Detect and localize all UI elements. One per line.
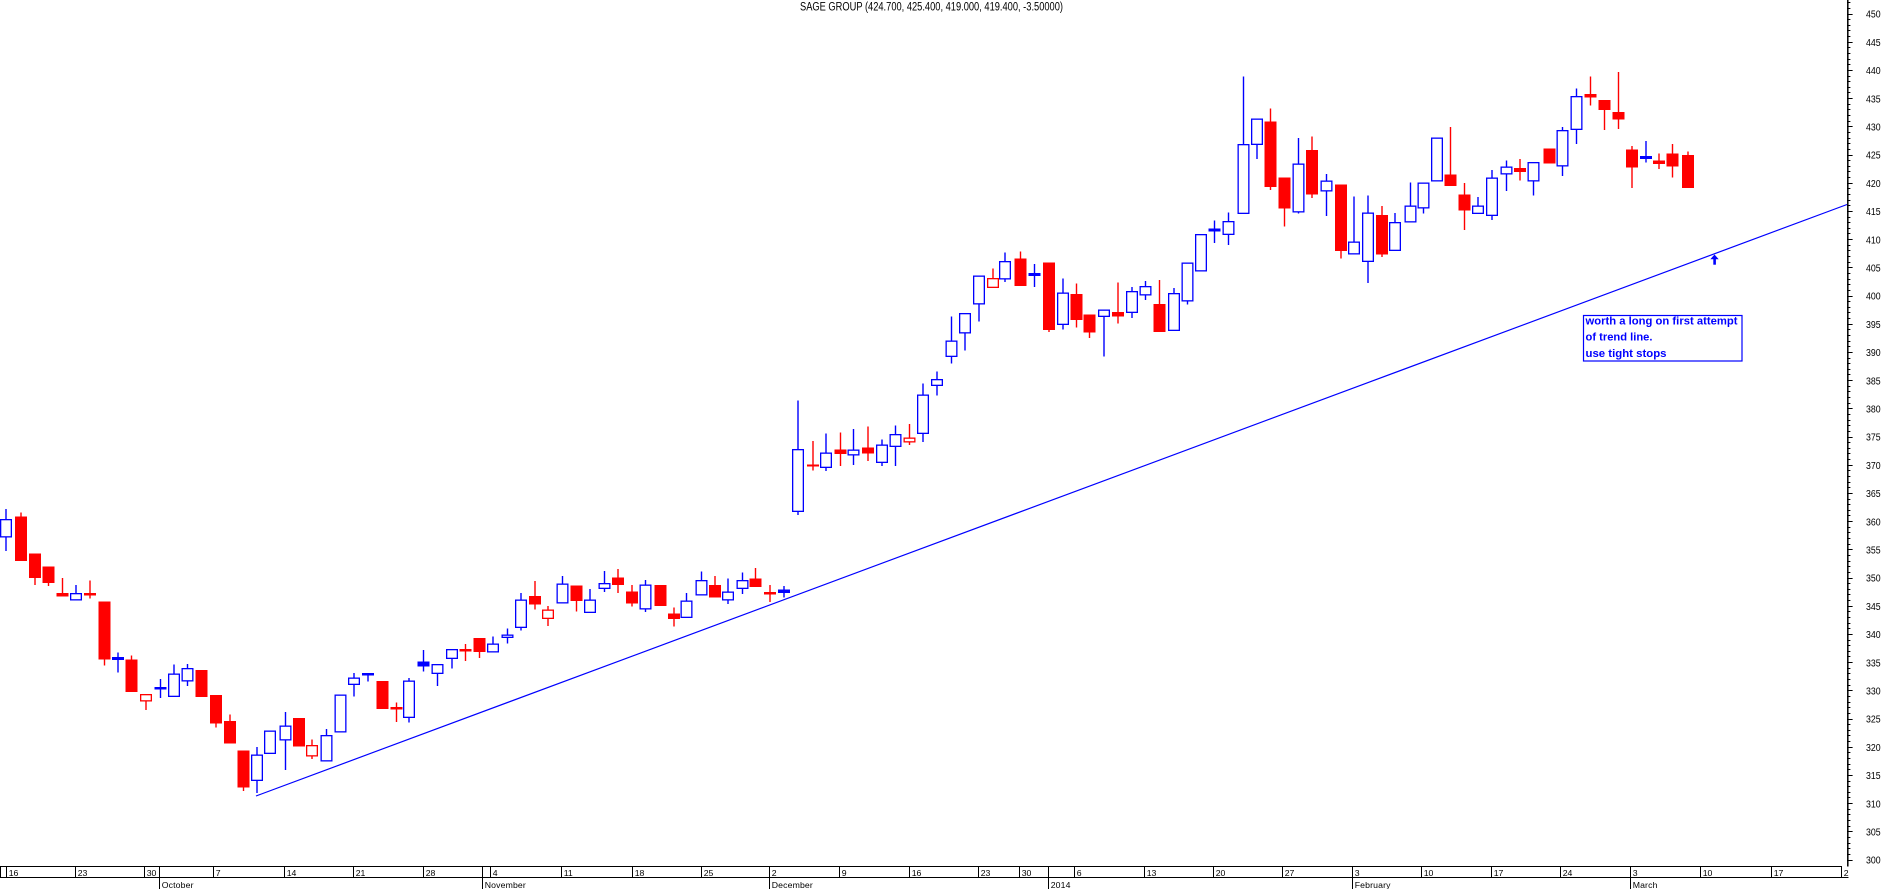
svg-text:11: 11	[564, 868, 573, 878]
svg-text:March: March	[1633, 880, 1658, 889]
svg-text:405: 405	[1866, 264, 1881, 275]
svg-text:315: 315	[1866, 771, 1881, 782]
svg-text:28: 28	[426, 868, 436, 878]
svg-text:450: 450	[1866, 10, 1881, 21]
svg-text:worth a long on first attempt: worth a long on first attempt	[1584, 315, 1737, 327]
svg-text:385: 385	[1866, 376, 1881, 387]
svg-text:December: December	[772, 880, 813, 889]
svg-text:435: 435	[1866, 94, 1881, 105]
svg-text:375: 375	[1866, 433, 1881, 444]
svg-text:445: 445	[1866, 38, 1881, 49]
svg-text:3: 3	[1633, 868, 1638, 878]
svg-text:2: 2	[1844, 868, 1849, 878]
svg-text:415: 415	[1866, 207, 1881, 218]
svg-text:17: 17	[1774, 868, 1784, 878]
svg-text:365: 365	[1866, 489, 1881, 500]
svg-text:23: 23	[981, 868, 991, 878]
svg-text:310: 310	[1866, 799, 1881, 810]
svg-text:3: 3	[1355, 868, 1360, 878]
svg-text:2: 2	[772, 868, 777, 878]
svg-text:350: 350	[1866, 574, 1881, 585]
svg-text:of trend line.: of trend line.	[1586, 331, 1653, 343]
svg-text:use tight stops: use tight stops	[1586, 348, 1667, 360]
svg-text:360: 360	[1866, 517, 1881, 528]
svg-text:7: 7	[216, 868, 221, 878]
svg-text:335: 335	[1866, 658, 1881, 669]
svg-text:10: 10	[1424, 868, 1434, 878]
svg-text:440: 440	[1866, 66, 1881, 77]
svg-text:6: 6	[1077, 868, 1082, 878]
svg-text:410: 410	[1866, 235, 1881, 246]
svg-text:340: 340	[1866, 630, 1881, 641]
svg-text:24: 24	[1563, 868, 1573, 878]
svg-text:16: 16	[912, 868, 922, 878]
svg-text:SAGE GROUP (424.700, 425.400,: SAGE GROUP (424.700, 425.400, 419.000, 4…	[800, 1, 1063, 13]
svg-text:November: November	[485, 880, 526, 889]
svg-text:305: 305	[1866, 828, 1881, 839]
svg-text:27: 27	[1285, 868, 1295, 878]
svg-text:325: 325	[1866, 715, 1881, 726]
svg-text:400: 400	[1866, 292, 1881, 303]
svg-text:20: 20	[1216, 868, 1226, 878]
svg-text:17: 17	[1494, 868, 1504, 878]
svg-text:330: 330	[1866, 687, 1881, 698]
svg-text:425: 425	[1866, 151, 1881, 162]
svg-text:30: 30	[147, 868, 157, 878]
svg-text:February: February	[1355, 880, 1391, 889]
svg-text:320: 320	[1866, 743, 1881, 754]
svg-text:345: 345	[1866, 602, 1881, 613]
svg-text:355: 355	[1866, 546, 1881, 557]
svg-text:14: 14	[287, 868, 297, 878]
svg-text:30: 30	[1022, 868, 1032, 878]
svg-text:4: 4	[493, 868, 498, 878]
svg-text:18: 18	[635, 868, 645, 878]
svg-text:430: 430	[1866, 123, 1881, 134]
svg-text:23: 23	[78, 868, 88, 878]
svg-text:380: 380	[1866, 405, 1881, 416]
svg-text:10: 10	[1703, 868, 1713, 878]
svg-text:16: 16	[9, 868, 19, 878]
svg-text:9: 9	[842, 868, 847, 878]
svg-text:395: 395	[1866, 320, 1881, 331]
svg-text:300: 300	[1866, 856, 1881, 867]
svg-text:2014: 2014	[1051, 880, 1071, 889]
svg-text:390: 390	[1866, 348, 1881, 359]
svg-text:25: 25	[704, 868, 714, 878]
svg-text:420: 420	[1866, 179, 1881, 190]
svg-text:370: 370	[1866, 461, 1881, 472]
svg-text:October: October	[162, 880, 194, 889]
svg-text:21: 21	[356, 868, 366, 878]
svg-text:13: 13	[1147, 868, 1157, 878]
